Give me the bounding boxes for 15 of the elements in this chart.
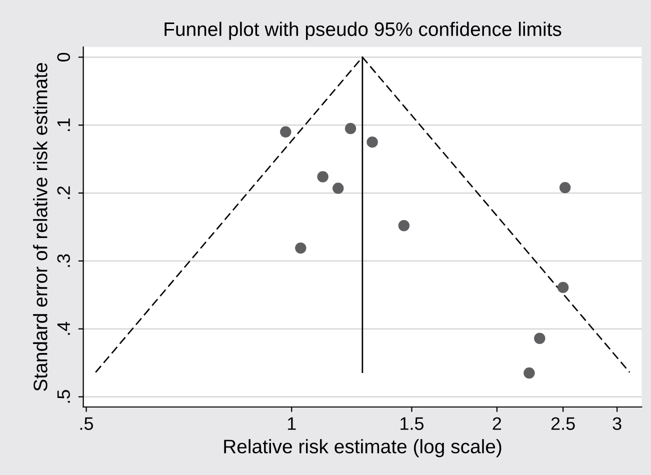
y-tick-label: .1	[57, 118, 70, 131]
y-tick-label: .3	[57, 254, 70, 267]
x-tick-label: 1	[288, 417, 296, 430]
y-tick-label: .4	[57, 322, 70, 335]
x-tick-label: .5	[80, 417, 94, 430]
x-tick-label: 3	[612, 417, 622, 430]
y-axis-title: Standard error of relative risk estimate	[33, 63, 48, 391]
x-tick-label: 2.5	[551, 417, 575, 430]
y-tick-label: .5	[57, 390, 70, 403]
chart-title: Funnel plot with pseudo 95% confidence limits	[164, 22, 562, 40]
x-tick-label: 1.5	[400, 417, 424, 430]
y-tick-label: 0	[57, 52, 70, 62]
y-tick-label: .2	[57, 186, 70, 199]
x-tick-label: 2	[492, 417, 502, 430]
x-axis-title: Relative risk estimate (log scale)	[224, 439, 502, 458]
